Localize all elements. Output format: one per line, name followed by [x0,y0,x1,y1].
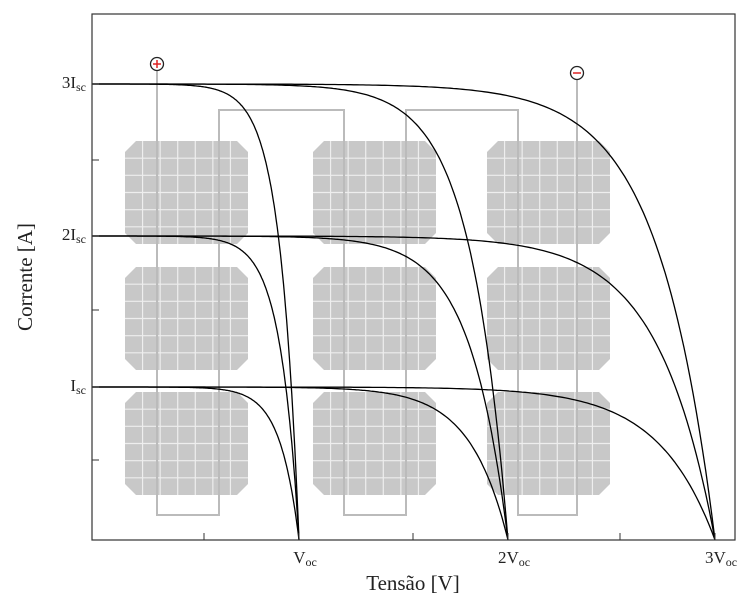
solar-panel [313,392,436,495]
iv-curves [92,83,716,541]
iv-curve [92,83,716,541]
tick-main: 3I [62,73,77,92]
panels [125,141,610,495]
solar-panel [125,141,248,244]
x-axis-label: Tensão [V] [366,571,460,595]
y-tick-label: Isc [70,376,86,397]
tick-sub: sc [76,383,86,397]
tick-main: 2I [62,225,77,244]
solar-panel [125,267,248,370]
tick-sub: oc [305,555,316,569]
x-tick-label: Voc [293,548,317,569]
solar-panel [125,392,248,495]
minus-terminal [569,65,585,81]
solar-panel [313,267,436,370]
tick-sub: oc [726,555,737,569]
x-tick-label: 2Voc [498,548,530,569]
tick-sub: sc [76,232,86,246]
tick-main: 2V [498,548,520,567]
tick-sub: oc [519,555,530,569]
tick-main: 3V [705,548,727,567]
solar-panel [487,392,610,495]
x-tick-label: 3Voc [705,548,737,569]
solar-panel [487,141,610,244]
iv-curve [92,386,716,541]
y-axis-label: Corrente [A] [13,223,37,331]
tick-main: V [293,548,306,567]
plus-terminal [149,56,165,72]
wiring [156,64,578,516]
tick-sub: sc [76,80,86,94]
solar-panel [487,267,610,370]
y-tick-label: 2Isc [62,225,86,246]
iv-curve [92,235,716,541]
y-tick-label: 3Isc [62,73,86,94]
tick-main: I [70,376,76,395]
solar-panel [313,141,436,244]
